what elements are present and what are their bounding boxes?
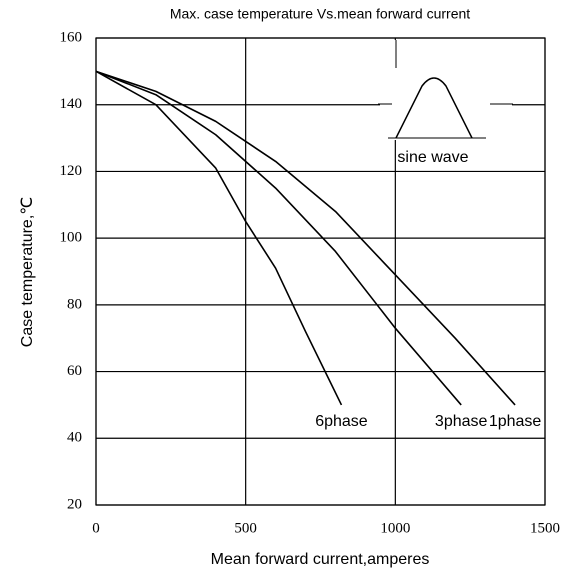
inset-background	[380, 40, 512, 140]
y-tick-label: 140	[60, 96, 83, 112]
series-line	[95, 70, 462, 406]
x-tick-label: 0	[92, 520, 100, 536]
inset: sine wave	[378, 40, 513, 166]
y-tick-label: 80	[67, 296, 82, 312]
y-tick-label: 100	[60, 230, 83, 246]
x-axis-label: Mean forward current,amperes	[211, 551, 430, 568]
x-tick-label: 500	[234, 520, 257, 536]
series-label: 3phase	[435, 413, 488, 430]
sine-wave-shape	[395, 77, 473, 139]
plot-frame	[95, 37, 546, 506]
grid: 20 40 60 80 100 120 140 160 0 500 1000 1500	[60, 29, 561, 536]
y-axis-label: Case temperature,℃	[19, 197, 36, 347]
x-tick-label: 1000	[380, 520, 410, 536]
y-tick-label: 40	[67, 430, 82, 446]
inset-label: sine wave	[397, 149, 468, 166]
y-tick-label: 120	[60, 163, 83, 179]
x-tick-label: 1500	[530, 520, 560, 536]
series-label: 6phase	[315, 413, 368, 430]
y-tick-label: 60	[67, 363, 82, 379]
series-label: 1phase	[489, 413, 542, 430]
chart-title: Max. case temperature Vs.mean forward cu…	[170, 6, 470, 22]
series-line	[95, 70, 516, 406]
y-tick-label: 160	[60, 29, 83, 45]
y-tick-label: 20	[67, 496, 82, 512]
series-line	[95, 70, 343, 406]
